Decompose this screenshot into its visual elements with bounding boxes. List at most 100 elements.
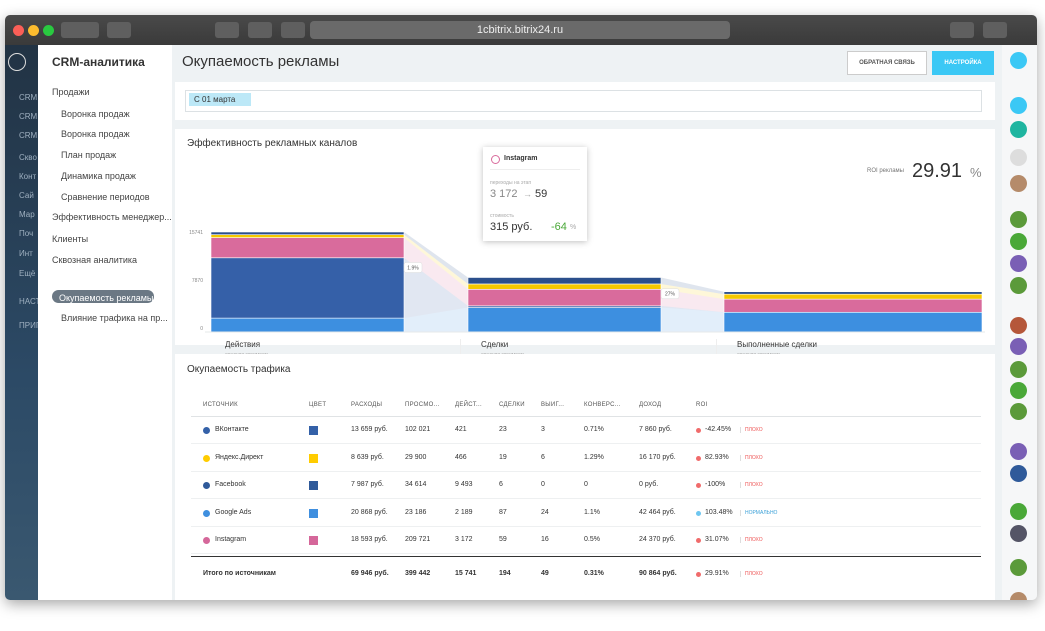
nav-item[interactable]: Сай [19,191,34,200]
app-icon[interactable] [1010,211,1027,228]
app-icon[interactable] [1010,233,1027,250]
filter-input[interactable] [185,90,982,112]
cell: 23 186 [405,508,427,516]
roi-value: 29.91 [912,160,963,182]
nav-item[interactable]: Ещё [19,269,36,278]
nav-item[interactable]: НАСТ [19,297,38,306]
traffic-card: Окупаемость трафика ИСТОЧНИК ЦВЕТ РАСХОДЫ П… [175,354,995,600]
cell: 16 170 руб. [639,453,676,461]
main: Окупаемость рекламы ОБРАТНАЯ СВЯЗЬ НАСТР… [172,45,1002,600]
menu-item[interactable]: Воронка продаж [61,129,130,139]
nav-item[interactable]: CRM [19,93,38,102]
nav-item[interactable]: Мар [19,210,35,219]
app-icon[interactable] [1010,317,1027,334]
nav-buttons[interactable] [61,22,99,38]
cell: 15 741 [455,570,477,577]
tabs[interactable] [983,22,1007,38]
source-icon [203,509,210,517]
menu-item[interactable]: Продажи [52,87,90,97]
menu-item[interactable]: План продаж [61,150,117,160]
menu-item-active[interactable]: Окупаемость рекламы [59,293,154,303]
app-icon[interactable] [1010,503,1027,520]
nav-item[interactable]: Конт [19,172,37,181]
cell: 69 946 руб. [351,570,389,577]
app-icon[interactable] [1010,121,1027,138]
cell: 29 900 [405,453,427,461]
nav-item[interactable]: CRM [19,112,38,121]
app-icon[interactable] [1010,525,1027,542]
nav-item[interactable]: Скво [19,153,37,162]
app-icon[interactable] [1010,175,1027,192]
menu-item[interactable]: Динамика продаж [61,171,136,181]
menu-item[interactable]: Воронка продаж [61,109,130,119]
address-bar[interactable]: 1cbitrix.bitrix24.ru [310,21,730,39]
share[interactable] [950,22,974,38]
funnel-segment [723,311,983,333]
source-name: Facebook [215,481,246,488]
app-icon[interactable] [1010,338,1027,355]
tooltip-cost: 315 руб. [490,221,533,233]
source-name: Яндекс.Директ [215,453,264,461]
app-icon[interactable] [1010,443,1027,460]
tooltip-name: Instagram [504,155,538,162]
row-line [191,553,981,554]
active-pill [52,290,154,303]
filter-tag[interactable]: С 01 марта [189,93,252,106]
column-header: КОНВЕРС... [584,402,621,408]
feedback-button[interactable]: ОБРАТНАЯ СВЯЗЬ [847,51,927,75]
zoom[interactable] [43,25,54,36]
color-swatch [309,426,318,435]
cell: 16 [541,536,549,543]
ext[interactable] [248,22,272,38]
funnel-segment [210,231,405,235]
stage-name: Выполненные сделки [737,340,817,349]
app-icon[interactable] [1010,465,1027,482]
funnel-link [661,305,724,313]
funnel-link [404,307,468,332]
close[interactable] [13,25,24,36]
funnel-segment [467,307,662,333]
app-icon[interactable] [1010,361,1027,378]
app-icon[interactable] [1010,559,1027,576]
app-icon[interactable] [1010,382,1027,399]
settings-button[interactable]: НАСТРОЙКА [932,51,994,75]
app-icon[interactable] [1010,277,1027,294]
app-icon[interactable] [1010,403,1027,420]
nav-item[interactable]: Инт [19,249,33,258]
row-line [191,443,981,444]
source-name: Google Ads [215,508,252,516]
column-header: ПРОСМО... [405,402,440,408]
source-icon [203,537,210,544]
minimize[interactable] [28,25,39,36]
cell: 102 021 [405,426,431,433]
nav-item[interactable]: CRM [19,131,38,140]
column-header: ДОХОД [639,402,662,408]
roi: 82.93% [705,453,729,461]
nav-item[interactable]: ПРИГ [19,321,38,330]
source-icon [203,427,210,434]
menu-item[interactable]: Эффективность менеджер... [52,212,172,222]
funnel-segment [723,291,983,295]
conversion-badge [403,262,423,273]
app-icon[interactable] [1010,52,1027,69]
traffic-table: ИСТОЧНИК ЦВЕТ РАСХОДЫ ПРОСМО... ДЕЙСТ... СДЕЛ… [175,354,995,600]
cell: 13 659 руб. [351,426,388,433]
arrow: → [523,189,532,199]
roi-dot [696,428,701,433]
app-icon[interactable] [1010,97,1027,114]
ext[interactable] [215,22,239,38]
funnel-link [661,307,724,332]
menu-item[interactable]: Сквозная аналитика [52,255,138,265]
nav-item[interactable]: Поч [19,229,34,238]
menu-item[interactable]: Влияние трафика на пр... [61,313,168,323]
app-icon[interactable] [1010,255,1027,272]
sidebar-button[interactable] [107,22,131,38]
app-icon[interactable] [1010,149,1027,166]
menu-item[interactable]: Сравнение периодов [61,192,150,202]
cell: 0.31% [584,570,604,577]
ext[interactable] [281,22,305,38]
app-icon[interactable] [1010,592,1027,600]
header-line [191,416,981,417]
menu-item[interactable]: Клиенты [52,234,89,244]
total-line [191,556,981,557]
